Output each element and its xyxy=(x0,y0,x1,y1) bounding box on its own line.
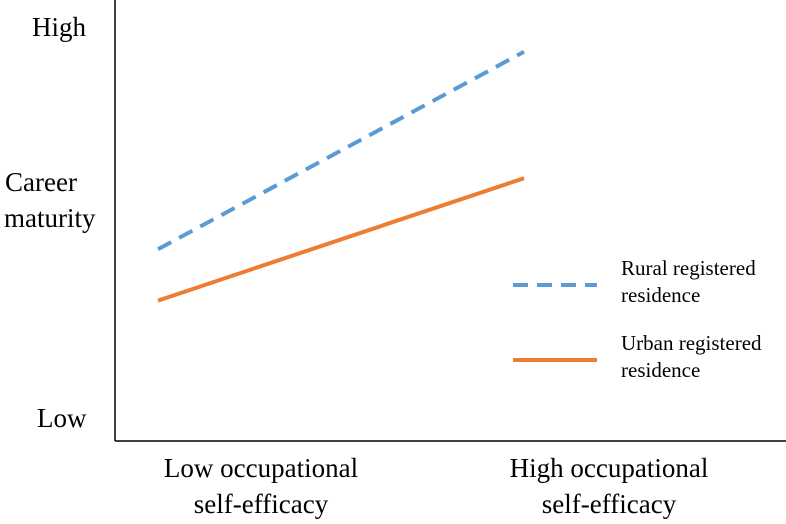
y-tick-label-low: Low xyxy=(37,403,87,433)
legend-label-urban-line-1: Urban registered xyxy=(621,331,762,355)
legend-label-rural-line-2: residence xyxy=(621,283,700,307)
legend: Rural registered residence Urban registere… xyxy=(513,256,762,382)
series-layer xyxy=(157,50,525,303)
series-line-rural xyxy=(157,50,525,252)
y-axis-label-line-1: Career xyxy=(5,167,77,197)
x-category-label-high-line-2: self-efficacy xyxy=(542,489,677,519)
x-category-label-low-line-1: Low occupational xyxy=(164,453,358,483)
x-category-label-high-line-1: High occupational xyxy=(510,453,709,483)
legend-label-urban-line-2: residence xyxy=(621,358,700,382)
y-tick-label-high: High xyxy=(32,12,87,42)
series-line-urban xyxy=(157,176,525,303)
x-category-label-low-line-2: self-efficacy xyxy=(194,489,329,519)
legend-label-rural-line-1: Rural registered xyxy=(621,256,756,280)
y-axis-label-line-2: maturity xyxy=(4,203,96,233)
